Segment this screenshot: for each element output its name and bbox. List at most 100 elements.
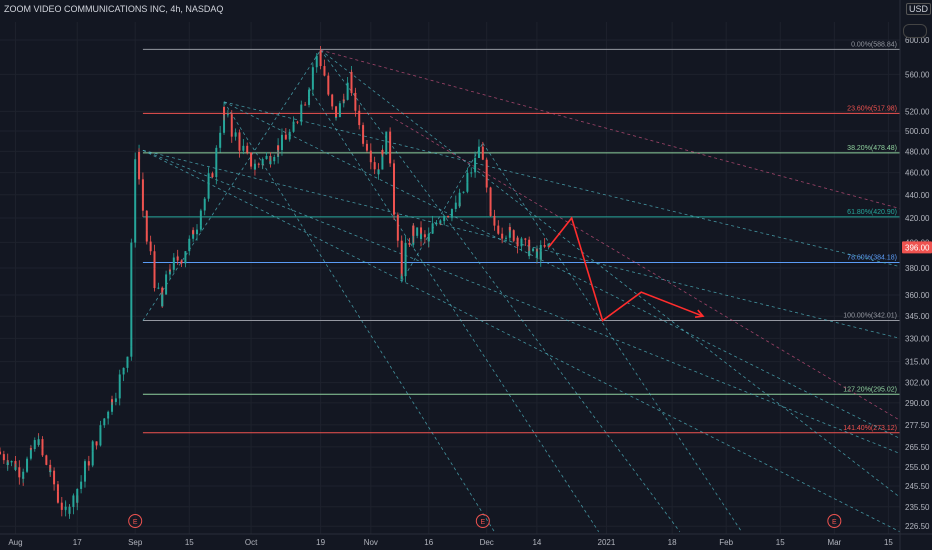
candle-body-189 xyxy=(466,172,469,183)
x-tick-3: 15 xyxy=(185,538,194,547)
candle-body-119 xyxy=(296,121,299,123)
candle-body-42 xyxy=(107,415,110,419)
currency-badge[interactable]: USD xyxy=(906,3,932,15)
y-tick-7: 420.00 xyxy=(905,214,930,223)
candle-body-148 xyxy=(369,150,372,159)
trendline-4 xyxy=(223,101,901,439)
x-tick-11: 18 xyxy=(668,538,677,547)
y-tick-9: 380.00 xyxy=(905,264,930,273)
candle-body-11 xyxy=(29,448,32,459)
y-tick-14: 302.00 xyxy=(905,379,930,388)
projection-arrow xyxy=(547,216,704,322)
trendline-10 xyxy=(308,87,600,532)
candle-body-26 xyxy=(64,506,67,508)
candle-body-210 xyxy=(520,243,523,247)
y-tick-17: 265.50 xyxy=(905,443,930,452)
candle-body-62 xyxy=(149,241,152,252)
candle-body-123 xyxy=(308,97,311,105)
candle-body-31 xyxy=(76,488,79,503)
candle-body-124 xyxy=(308,89,311,98)
candle-body-46 xyxy=(114,398,117,402)
earnings-icon-1 xyxy=(475,514,490,528)
trendline-7 xyxy=(320,49,901,209)
candle-body-93 xyxy=(230,114,233,129)
candle-body-132 xyxy=(327,88,330,95)
candle-body-183 xyxy=(450,209,453,217)
candle-body-174 xyxy=(431,229,434,234)
candle-body-155 xyxy=(385,131,388,155)
candle-body-219 xyxy=(539,245,542,260)
candle-body-50 xyxy=(122,367,125,372)
candle-body-204 xyxy=(505,237,508,239)
candle-body-12 xyxy=(29,448,32,450)
candle-body-37 xyxy=(91,441,94,452)
fib-label-0: 0.00%(588.84) xyxy=(851,41,897,48)
trendline-12 xyxy=(142,49,321,321)
candle-body-198 xyxy=(489,211,492,216)
candle-body-54 xyxy=(134,172,137,243)
candle-body-34 xyxy=(83,461,86,475)
y-tick-12: 330.00 xyxy=(905,334,930,343)
candle-body-15 xyxy=(37,439,40,445)
y-tick-6: 440.00 xyxy=(905,191,930,200)
candle-body-13 xyxy=(33,440,36,450)
x-tick-0: Aug xyxy=(8,538,22,547)
candle-body-212 xyxy=(524,238,527,240)
fib-label-3: 61.80%(420.90) xyxy=(847,209,897,216)
y-tick-5: 460.00 xyxy=(905,169,930,178)
earnings-label-2: E xyxy=(832,519,837,526)
candle-body-17 xyxy=(41,449,44,456)
candle-body-138 xyxy=(342,99,345,101)
x-tick-6: Nov xyxy=(364,538,378,547)
earnings-icon-0 xyxy=(128,514,143,528)
candle-body-52 xyxy=(130,346,133,357)
candle-body-196 xyxy=(485,159,488,188)
candle-body-110 xyxy=(273,156,276,162)
candle-body-109 xyxy=(269,161,272,165)
candle-body-33 xyxy=(83,474,86,482)
candle-body-97 xyxy=(238,139,241,151)
y-tick-15: 290.00 xyxy=(905,399,930,408)
candle-body-170 xyxy=(420,234,423,239)
x-tick-9: 14 xyxy=(532,538,541,547)
candle-body-184 xyxy=(454,202,457,210)
y-tick-19: 245.50 xyxy=(905,482,930,491)
candle-body-64 xyxy=(153,268,156,289)
projection-arrow-head xyxy=(694,309,705,319)
candle-body-51 xyxy=(126,356,129,368)
candle-body-95 xyxy=(234,132,237,137)
candle-body-91 xyxy=(223,107,226,115)
candle-body-61 xyxy=(145,230,148,242)
candle-body-122 xyxy=(304,104,307,106)
candle-body-40 xyxy=(99,425,102,428)
y-tick-11: 345.00 xyxy=(905,312,930,321)
candle-body-133 xyxy=(331,94,334,107)
candle-body-215 xyxy=(532,248,535,251)
y-tick-2: 520.00 xyxy=(905,107,930,116)
candle-body-28 xyxy=(68,507,71,514)
x-tick-7: 16 xyxy=(424,538,433,547)
candle-body-217 xyxy=(535,251,538,258)
x-tick-13: 15 xyxy=(776,538,785,547)
candle-body-78 xyxy=(192,230,195,239)
candle-body-181 xyxy=(447,215,450,217)
candle-body-160 xyxy=(396,214,399,241)
candle-body-168 xyxy=(416,227,419,236)
candle-body-153 xyxy=(381,150,384,170)
x-tick-8: Dec xyxy=(480,538,494,547)
toggle-icon[interactable] xyxy=(903,24,927,38)
candle-body-9 xyxy=(22,471,25,479)
candle-body-203 xyxy=(501,235,504,239)
candle-body-98 xyxy=(242,145,245,151)
candle-body-141 xyxy=(350,71,353,93)
candle-body-175 xyxy=(431,223,434,230)
x-tick-15: 15 xyxy=(884,538,893,547)
candle-body-127 xyxy=(315,55,318,68)
candle-body-85 xyxy=(207,173,210,184)
candle-body-39 xyxy=(99,427,102,446)
candle-body-152 xyxy=(377,169,380,175)
candle-body-47 xyxy=(118,382,121,399)
trendline-6 xyxy=(320,49,681,533)
candle-body-63 xyxy=(153,251,156,269)
